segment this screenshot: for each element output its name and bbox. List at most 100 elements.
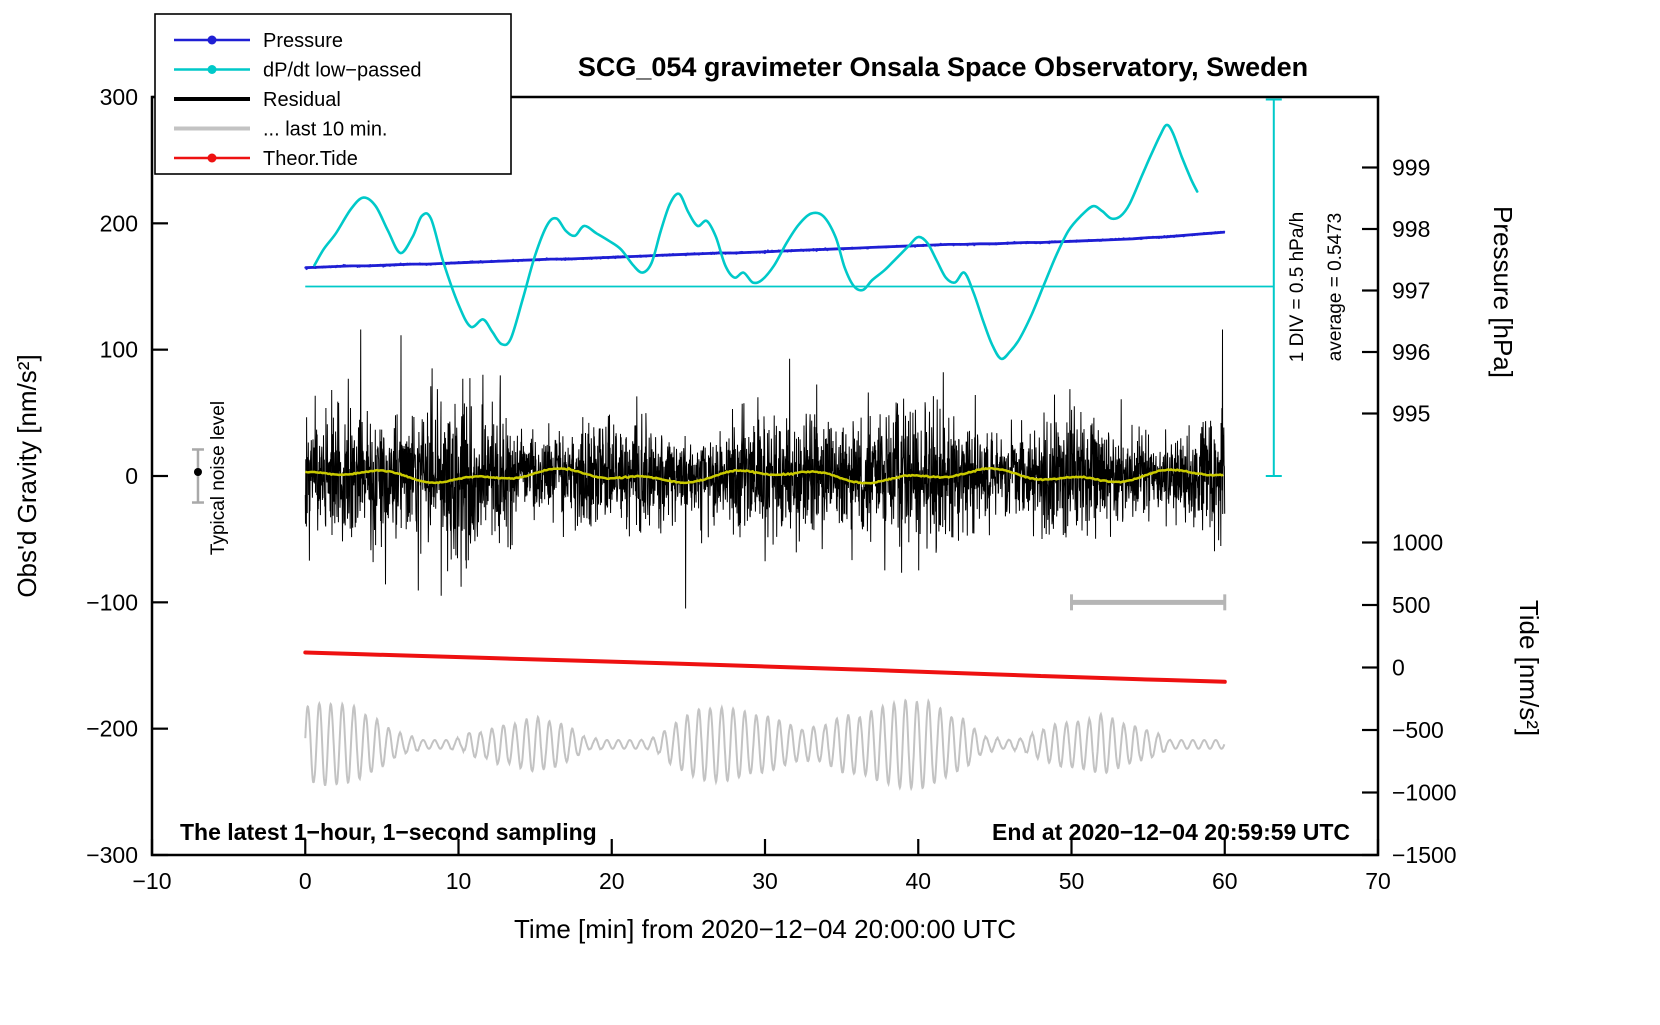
tide-tick-label: 500	[1392, 592, 1430, 618]
pressure-sample-dot	[384, 264, 388, 267]
x-axis-label: Time [min] from 2020−12−04 20:00:00 UTC	[514, 914, 1016, 944]
pressure-sample-dot	[638, 254, 641, 258]
pressure-sample-dot	[922, 244, 925, 247]
pressure-sample-dot	[715, 252, 718, 255]
pressure-sample-dot	[673, 253, 676, 256]
pressure-sample-dot	[1098, 239, 1101, 242]
pressure-sample-dot	[640, 255, 643, 258]
series-residual	[304, 329, 1226, 609]
pressure-sample-dot	[1215, 232, 1219, 235]
pressure-sample-dot	[1000, 242, 1003, 245]
pressure-sample-dot	[1160, 236, 1163, 239]
pressure-sample-dot	[535, 258, 538, 261]
pressure-sample-dot	[394, 263, 397, 266]
pressure-sample-dot	[911, 245, 914, 248]
pressure-sample-dot	[877, 245, 880, 248]
pressure-sample-dot	[969, 243, 972, 246]
pressure-sample-dot	[661, 253, 664, 256]
pressure-sample-dot	[724, 252, 727, 255]
pressure-sample-dot	[388, 264, 391, 267]
pressure-sample-dot	[421, 262, 425, 266]
pressure-sample-dot	[345, 264, 348, 267]
legend-dot-tide	[207, 153, 217, 163]
pressure-sample-dot	[815, 249, 818, 252]
pressure-sample-dot	[445, 262, 448, 266]
pressure-sample-dot	[322, 265, 325, 268]
pressure-sample-dot	[792, 249, 795, 252]
pressure-sample-dot	[412, 263, 415, 266]
pressure-sample-dot	[964, 243, 967, 246]
pressure-sample-dot	[826, 249, 829, 252]
footer-end-time: End at 2020−12−04 20:59:59 UTC	[992, 819, 1350, 845]
pressure-sample-dot	[701, 252, 704, 255]
pressure-sample-dot	[588, 257, 591, 260]
pressure-sample-dot	[668, 254, 671, 257]
pressure-sample-dot	[1006, 241, 1009, 244]
pressure-sample-dot	[1139, 237, 1143, 241]
pressure-sample-dot	[1050, 240, 1054, 243]
noise-level-annotation: Typical noise level	[208, 401, 229, 555]
pressure-sample-dot	[1114, 238, 1117, 241]
pressure-sample-dot	[952, 244, 955, 247]
pressure-sample-dot	[795, 249, 798, 252]
pressure-sample-dot	[984, 242, 987, 245]
pressure-sample-dot	[936, 244, 939, 247]
pressure-sample-dot	[903, 245, 906, 248]
pressure-sample-dot	[713, 252, 716, 255]
pressure-sample-dot	[538, 259, 541, 262]
gravity-tick-label: 200	[100, 210, 138, 236]
pressure-sample-dot	[328, 265, 331, 268]
pressure-sample-dot	[797, 249, 800, 252]
pressure-sample-dot	[418, 262, 421, 265]
pressure-sample-dot	[481, 261, 484, 264]
pressure-sample-dot	[595, 257, 598, 260]
legend-label-tide: Theor.Tide	[263, 148, 358, 170]
x-tick-label: 50	[1059, 868, 1085, 894]
pressure-sample-dot	[636, 255, 639, 258]
pressure-sample-dot	[1175, 234, 1178, 237]
pressure-sample-dot	[732, 252, 735, 255]
pressure-sample-dot	[555, 257, 559, 260]
pressure-sample-dot	[650, 254, 653, 257]
pressure-sample-dot	[406, 262, 409, 265]
pressure-sample-dot	[933, 244, 937, 247]
pressure-sample-dot	[1094, 239, 1098, 242]
pressure-sample-dot	[828, 248, 831, 251]
pressure-axis-label: Pressure [hPa]	[1488, 206, 1518, 378]
pressure-sample-dot	[833, 247, 837, 250]
pressure-sample-dot	[408, 262, 411, 265]
pressure-sample-dot	[697, 252, 700, 255]
pressure-sample-dot	[866, 246, 869, 250]
pressure-sample-dot	[448, 262, 451, 265]
pressure-sample-dot	[600, 256, 603, 259]
pressure-sample-dot	[1182, 234, 1185, 237]
pressure-sample-dot	[465, 261, 468, 264]
pressure-sample-dot	[362, 264, 365, 267]
x-tick-label: 20	[599, 868, 625, 894]
pressure-sample-dot	[761, 251, 765, 254]
pressure-sample-dot	[610, 256, 613, 259]
pressure-sample-dot	[1039, 242, 1042, 245]
pressure-sample-dot	[1033, 241, 1037, 245]
pressure-sample-dot	[590, 257, 593, 260]
pressure-tick-label: 998	[1392, 216, 1430, 242]
pressure-sample-dot	[463, 261, 467, 264]
pressure-sample-dot	[437, 262, 440, 265]
pressure-sample-dot	[427, 262, 430, 265]
pressure-sample-dot	[614, 255, 617, 258]
pressure-sample-dot	[573, 258, 576, 261]
pressure-sample-dot	[967, 242, 970, 246]
pressure-sample-dot	[1089, 239, 1092, 242]
pressure-sample-dot	[432, 262, 435, 265]
pressure-sample-dot	[777, 249, 780, 252]
pressure-sample-dot	[612, 256, 615, 259]
pressure-sample-dot	[1193, 233, 1196, 237]
pressure-sample-dot	[356, 265, 359, 268]
pressure-sample-dot	[469, 260, 472, 264]
pressure-sample-dot	[737, 251, 740, 254]
series-pressure-dots	[304, 230, 1226, 271]
pressure-sample-dot	[1173, 235, 1176, 238]
